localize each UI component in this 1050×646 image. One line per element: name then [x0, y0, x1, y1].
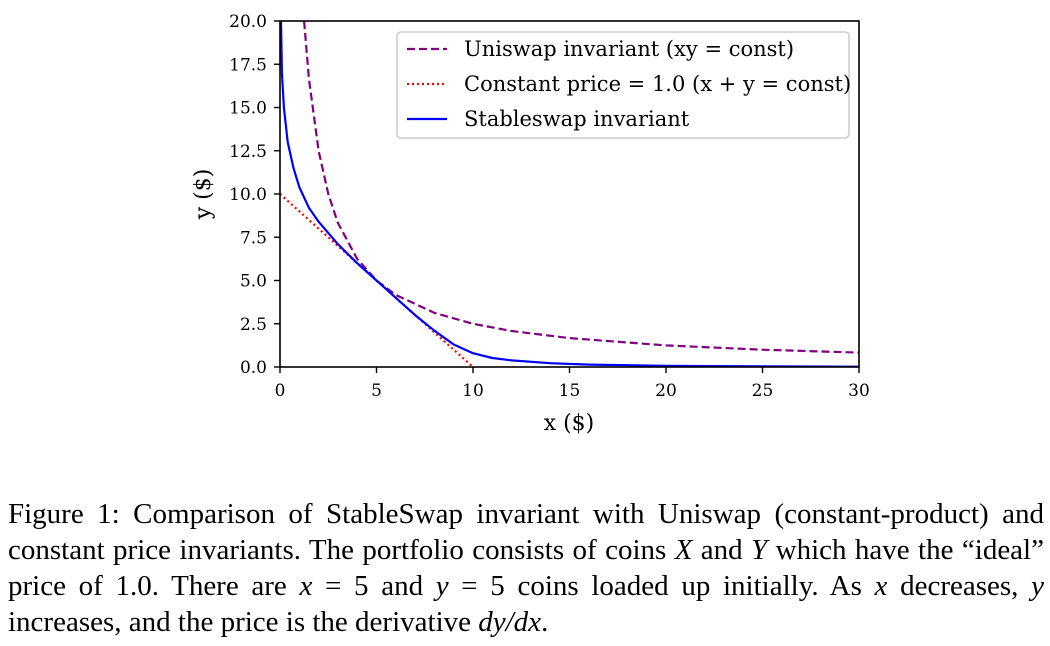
math-coin-x: X — [674, 534, 693, 566]
caption-text: = 5 and — [312, 570, 436, 602]
x-tick-label: 20 — [655, 381, 677, 401]
caption-text: . — [541, 606, 549, 638]
x-tick-label: 0 — [275, 381, 286, 401]
figure-caption: Figure 1: Comparison of StableSwap invar… — [8, 496, 1044, 640]
y-tick-label: 2.5 — [240, 315, 267, 335]
series-line-2 — [280, 193, 474, 367]
legend-label: Uniswap invariant (xy = const) — [464, 37, 794, 61]
caption-text: decreases, — [887, 570, 1032, 602]
y-axis-title: y ($) — [191, 169, 216, 221]
y-tick-label: 15.0 — [229, 99, 267, 119]
math-var-y: y — [435, 570, 449, 602]
y-tick-label: 12.5 — [229, 142, 267, 162]
legend-label: Stableswap invariant — [464, 107, 690, 131]
x-tick-label: 15 — [559, 381, 581, 401]
caption-text: which have the “ideal” price of 1.0. The… — [8, 534, 1044, 602]
caption-text: Comparison of StableSwap invariant with … — [8, 498, 1044, 566]
y-tick-label: 5.0 — [240, 272, 267, 292]
x-tick-label: 25 — [752, 381, 774, 401]
y-tick-label: 17.5 — [229, 55, 267, 75]
series-line-1 — [303, 21, 859, 354]
y-tick-label: 10.0 — [229, 185, 267, 205]
math-var-x: x — [874, 570, 888, 602]
math-derivative: dy/dx — [478, 606, 542, 638]
math-coin-y: Y — [751, 534, 768, 566]
caption-text: = 5 coins loaded up initially. As — [448, 570, 875, 602]
y-tick-label: 20.0 — [229, 12, 267, 32]
stableswap-comparison-chart: 0 5 10 15 20 25 30 0.0 2.5 5.0 7.5 10.0 12.5 15.0 17.… — [191, 12, 870, 436]
legend-label: Constant price = 1.0 (x + y = const) — [464, 72, 851, 96]
x-tick-label: 30 — [848, 381, 870, 401]
y-tick-label: 7.5 — [240, 228, 267, 248]
math-var-y: y — [1031, 570, 1044, 602]
caption-label: Figure 1: — [8, 498, 120, 530]
caption-paragraph: Figure 1: Comparison of StableSwap invar… — [8, 496, 1044, 640]
math-var-x: x — [299, 570, 313, 602]
y-tick-label: 0.0 — [240, 358, 267, 378]
x-tick-label: 10 — [462, 381, 484, 401]
caption-text: increases, and the price is the derivati… — [8, 606, 479, 638]
x-axis-title: x ($) — [544, 411, 595, 436]
legend: Uniswap invariant (xy = const) Constant p… — [396, 31, 851, 139]
x-tick-label: 5 — [371, 381, 382, 401]
series-line-3 — [280, 21, 859, 367]
caption-text: and — [692, 534, 752, 566]
legend-box — [396, 31, 850, 139]
